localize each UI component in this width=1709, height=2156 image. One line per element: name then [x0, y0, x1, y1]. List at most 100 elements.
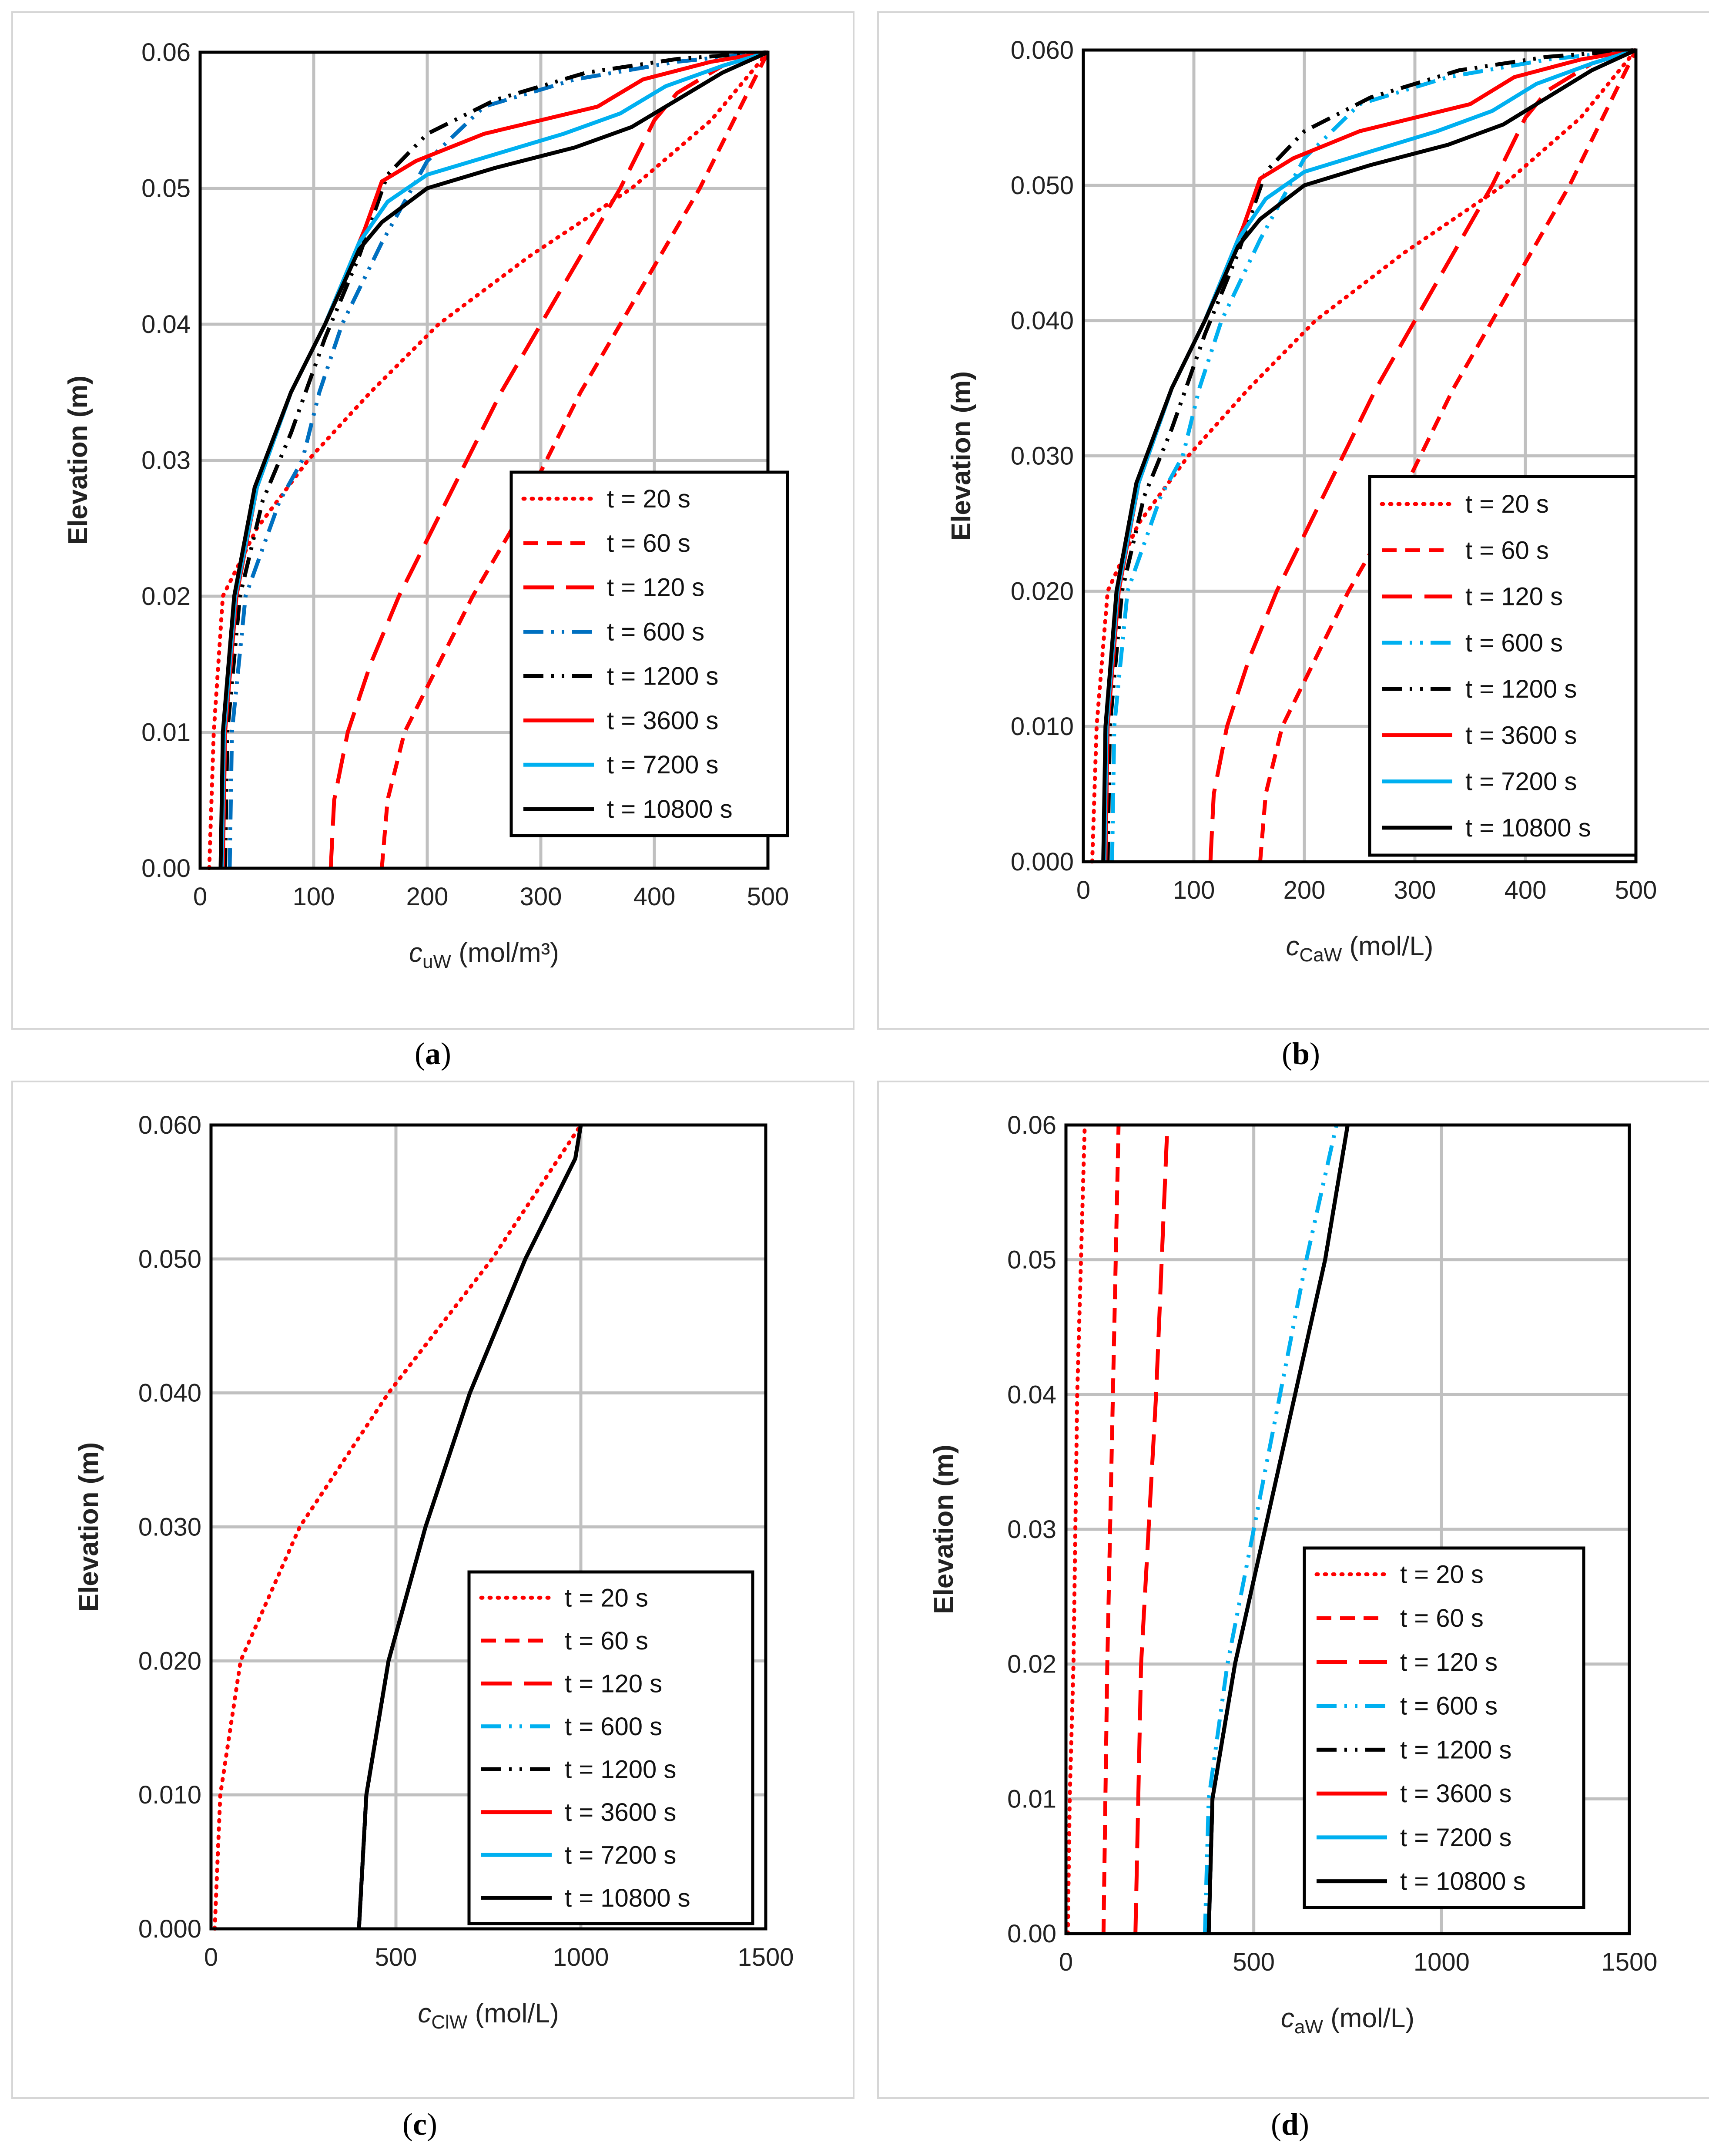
x-axis-title-subscript: CaW [1300, 944, 1342, 966]
y-tick-label: 0.020 [1011, 577, 1074, 605]
x-axis-title-subscript: ClW [431, 2012, 468, 2033]
y-tick-label: 0.010 [138, 1781, 201, 1809]
x-tick-label: 0 [1076, 876, 1090, 904]
y-tick-label: 0.02 [141, 582, 191, 611]
legend-box [467, 1570, 754, 1925]
x-tick-label: 500 [1233, 1948, 1275, 1976]
x-tick-label: 0 [1059, 1948, 1073, 1976]
series-line-t-600-s [1203, 1125, 1338, 1934]
x-tick-label: 500 [747, 883, 789, 911]
x-axis-title-subscript: aW [1294, 2016, 1323, 2038]
x-axis-title-unit: (mol/L) [1323, 2003, 1414, 2033]
y-tick-label: 0.05 [141, 175, 191, 203]
panel-d: 0 500 1000 1500 0.00 0.01 0.02 0.03 0.04 0.05 0.06… [877, 1081, 1709, 2142]
series-group [213, 1123, 583, 1931]
y-tick-label: 0.03 [1007, 1515, 1056, 1544]
y-tick-label: 0.000 [138, 1915, 201, 1943]
y-axis-title: Elevation (m) [74, 1442, 104, 1612]
series-line-t-20-s [207, 50, 768, 870]
y-tick-label: 0.00 [1007, 1920, 1056, 1948]
y-tick-label: 0.05 [1007, 1246, 1056, 1274]
y-tick-label: 0.000 [1011, 848, 1074, 876]
y-axis-title: Elevation (m) [63, 376, 93, 545]
legend-entry: t = 600 s [1400, 1692, 1498, 1720]
x-tick-label: 0 [193, 883, 207, 911]
panel-label: (c) [402, 2107, 437, 2142]
y-tick-label: 0.06 [1007, 1111, 1056, 1139]
x-tick-label: 200 [1283, 876, 1326, 904]
legend-entry: t = 600 s [1465, 629, 1563, 657]
legend-entry: t = 20 s [1465, 490, 1549, 518]
legend-entry: t = 120 s [607, 574, 704, 602]
legend-entry: t = 60 s [607, 529, 690, 557]
y-tick-label: 0.010 [1011, 712, 1074, 741]
legend-entry: t = 7200 s [1465, 768, 1577, 796]
series-line-t-60-s [380, 51, 768, 869]
series-line-t-10800-s [218, 50, 768, 869]
y-axis-title: Elevation (m) [929, 1444, 959, 1614]
panel-a: 0 100 200 300 400 500 0.00 0.01 0.02 0.03 0.04 0.05… [11, 11, 854, 1071]
x-tick-label: 300 [520, 883, 562, 911]
legend-entry: t = 3600 s [607, 706, 718, 735]
legend-entry: t = 600 s [607, 618, 704, 646]
y-tick-label: 0.060 [1011, 36, 1074, 64]
y-tick-label: 0.04 [141, 310, 191, 339]
x-tick-label: 1000 [1414, 1948, 1470, 1976]
plot-area [198, 50, 770, 870]
legend-entry: t = 20 s [1400, 1560, 1484, 1588]
legend-entry: t = 1200 s [565, 1755, 676, 1783]
x-tick-label: 400 [1505, 876, 1547, 904]
y-tick-label: 0.06 [141, 38, 191, 67]
x-axis-title: cClW (mol/L) [418, 1998, 559, 2033]
panel-label: (d) [1271, 2107, 1309, 2142]
series-line-t-1200-s [223, 50, 768, 869]
x-tick-label: 400 [633, 883, 676, 911]
y-tick-label: 0.040 [138, 1379, 201, 1407]
x-tick-label: 100 [1173, 876, 1215, 904]
panel-c: 0 500 1000 1500 0.000 0.010 0.020 0.030 0.040 0.0… [11, 1081, 854, 2142]
y-tick-label: 0.020 [138, 1647, 201, 1675]
legend-entry: t = 120 s [1400, 1648, 1498, 1676]
legend-entry: t = 120 s [565, 1669, 662, 1698]
y-tick-label: 0.01 [1007, 1785, 1056, 1813]
x-axis-title: cCaW (mol/L) [1286, 931, 1434, 966]
panel-b: 0 100 200 300 400 500 0.000 0.010 0.020 0.030 0.04… [877, 11, 1709, 1071]
legend-entry: t = 3600 s [1400, 1780, 1511, 1808]
x-tick-label: 500 [375, 1943, 417, 1971]
legend-entry: t = 7200 s [1400, 1824, 1511, 1852]
series-line-t-20-s [1066, 1123, 1087, 1935]
legend-entry: t = 20 s [607, 485, 690, 513]
legend-box [509, 470, 789, 837]
legend-entry: t = 10800 s [1465, 814, 1591, 842]
legend-entry: t = 1200 s [1465, 675, 1577, 703]
y-tick-label: 0.03 [141, 447, 191, 475]
y-tick-label: 0.01 [141, 719, 191, 747]
legend-entry: t = 60 s [565, 1627, 648, 1655]
x-axis-title-unit: (mol/m³) [451, 938, 559, 968]
y-tick-label: 0.04 [1007, 1380, 1056, 1409]
series-line-t-10800-s [357, 1125, 583, 1929]
series-line-t-120-s [1133, 1125, 1169, 1934]
x-tick-label: 500 [1615, 876, 1657, 904]
x-axis-title-symbol: c [418, 1998, 431, 2028]
panel-label: (a) [415, 1036, 451, 1071]
series-line-t-600-s [228, 50, 768, 869]
y-tick-label: 0.00 [141, 854, 191, 883]
x-axis-title: cuW (mol/m³) [409, 938, 559, 972]
legend-entry: t = 20 s [565, 1584, 648, 1612]
plot-area [1082, 48, 1638, 863]
y-tick-label: 0.060 [138, 1111, 201, 1139]
series-line-t-10800-s [1206, 1125, 1350, 1934]
legend-entry: t = 10800 s [607, 795, 733, 823]
legend-box [1368, 475, 1638, 857]
legend-box [1303, 1546, 1585, 1909]
y-tick-label: 0.030 [138, 1513, 201, 1541]
x-axis-title-unit: (mol/L) [1342, 931, 1433, 961]
y-tick-label: 0.02 [1007, 1650, 1056, 1679]
series-group [207, 50, 768, 870]
x-axis-title-unit: (mol/L) [467, 1998, 559, 2028]
legend-entry: t = 3600 s [565, 1798, 676, 1827]
legend: t = 20 s t = 60 s t = 120 s t = 600 s t = 12… [509, 470, 789, 837]
legend-entry: t = 7200 s [565, 1841, 676, 1869]
